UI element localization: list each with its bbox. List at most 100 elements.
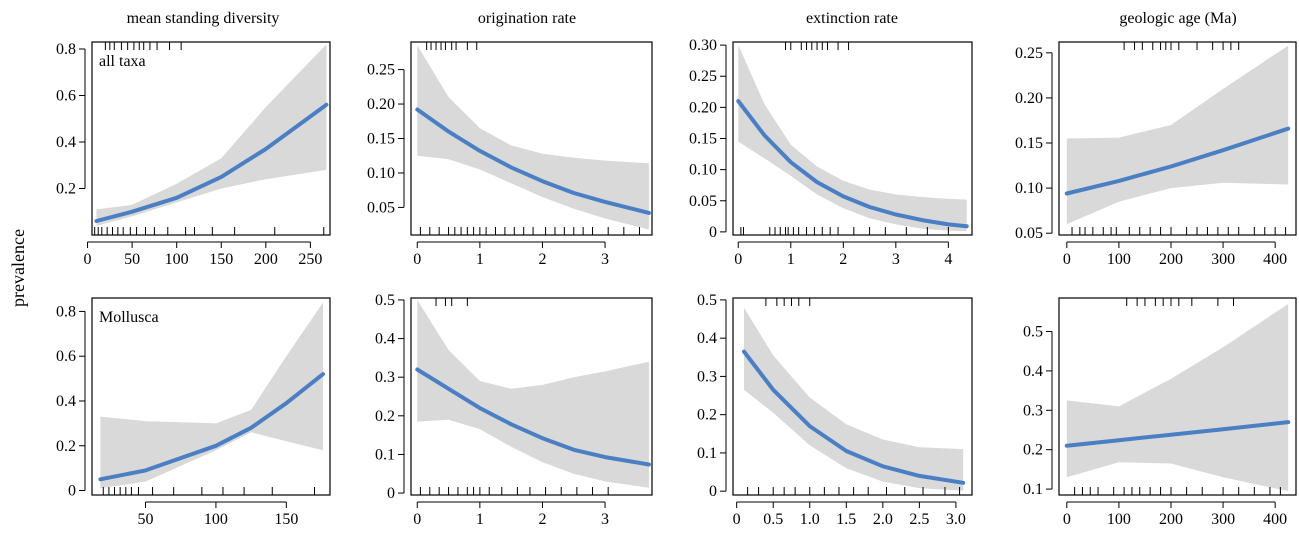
y-tick-label: 0.1 bbox=[697, 445, 717, 462]
x-tick-label: 1 bbox=[476, 251, 484, 268]
panel-5: 0 1 2 3 0 0.1 0.2 0.3 0.4 0.5 bbox=[375, 292, 653, 528]
y-tick-label: 0.4 bbox=[56, 134, 76, 151]
x-tick-label: 3.0 bbox=[946, 511, 966, 528]
y-tick-label: 0.10 bbox=[1015, 180, 1043, 197]
column-title-extinction: extinction rate bbox=[806, 10, 898, 27]
y-tick-label: 0.4 bbox=[375, 331, 395, 348]
y-tick-label: 0.25 bbox=[367, 62, 395, 79]
x-tick-label: 4 bbox=[944, 251, 952, 268]
fit-line bbox=[415, 107, 651, 215]
confidence-band bbox=[1066, 303, 1289, 492]
y-tick-label: 0.10 bbox=[367, 165, 395, 182]
x-tick-label: 200 bbox=[1159, 511, 1183, 528]
plot-frame bbox=[1058, 297, 1297, 496]
y-axis-label: prevalence bbox=[8, 229, 28, 307]
fit-line bbox=[736, 99, 969, 229]
x-tick-label: 1 bbox=[476, 511, 484, 528]
x-tick-label: 0 bbox=[413, 251, 421, 268]
panel-6: 0 0.5 1.0 1.5 2.0 2.5 3.0 0 0.1 0.2 0.3 0.4 0.5 bbox=[697, 292, 973, 528]
fit-line bbox=[94, 102, 329, 223]
x-tick-label: 0 bbox=[1063, 251, 1071, 268]
y-tick-label: 0.4 bbox=[1023, 363, 1043, 380]
y-tick-label: 0.05 bbox=[367, 199, 395, 216]
y-tick-label: 0.3 bbox=[375, 369, 395, 386]
x-tick-label: 150 bbox=[274, 511, 298, 528]
y-tick-label: 0.4 bbox=[697, 330, 717, 347]
column-title-geologic-age: geologic age (Ma) bbox=[1119, 10, 1236, 27]
fit-line bbox=[742, 349, 966, 485]
panel-1: 0 1 2 3 0.05 0.10 0.15 0.20 0.25 bbox=[367, 41, 653, 268]
plot-frame bbox=[410, 41, 653, 236]
confidence-band bbox=[744, 307, 964, 491]
confidence-band bbox=[96, 44, 327, 226]
x-tick-label: 300 bbox=[1211, 251, 1235, 268]
x-tick-label: 0 bbox=[84, 251, 92, 268]
y-tick-label: 0.6 bbox=[56, 348, 76, 365]
x-tick-label: 100 bbox=[1107, 511, 1131, 528]
plot-frame bbox=[91, 297, 331, 496]
y-tick-label: 0 bbox=[709, 224, 717, 241]
y-tick-label: 0.20 bbox=[689, 99, 717, 116]
y-tick-label: 0 bbox=[709, 483, 717, 500]
x-tick-label: 3 bbox=[892, 251, 900, 268]
x-tick-label: 150 bbox=[209, 251, 233, 268]
y-tick-label: 0.6 bbox=[56, 87, 76, 104]
y-tick-label: 0.2 bbox=[56, 438, 76, 455]
x-tick-label: 50 bbox=[138, 511, 154, 528]
x-tick-label: 250 bbox=[298, 251, 322, 268]
x-tick-label: 3 bbox=[601, 511, 609, 528]
x-tick-label: 400 bbox=[1263, 511, 1287, 528]
y-tick-label: 0.10 bbox=[689, 162, 717, 179]
fit-line bbox=[1064, 126, 1291, 196]
y-tick-label: 0 bbox=[387, 485, 395, 502]
y-tick-label: 0.05 bbox=[689, 193, 717, 210]
y-tick-label: 0.5 bbox=[1023, 323, 1043, 340]
y-tick-label: 0.1 bbox=[375, 446, 395, 463]
x-tick-label: 0 bbox=[1063, 511, 1071, 528]
y-tick-label: 0.30 bbox=[689, 37, 717, 54]
y-tick-label: 0.25 bbox=[1015, 45, 1043, 62]
plot-frame bbox=[732, 297, 973, 496]
row-label: all taxa bbox=[99, 53, 146, 70]
confidence-band bbox=[738, 45, 967, 232]
y-tick-label: 0.05 bbox=[1015, 225, 1043, 242]
y-tick-label: 0.3 bbox=[697, 368, 717, 385]
x-tick-label: 2 bbox=[538, 511, 546, 528]
fit-line bbox=[415, 367, 651, 467]
y-tick-label: 0.5 bbox=[697, 292, 717, 309]
x-tick-label: 1.0 bbox=[800, 511, 820, 528]
panel-7: 0 100 200 300 400 0.1 0.2 0.3 0.4 0.5 bbox=[1023, 297, 1297, 528]
y-tick-label: 0.25 bbox=[689, 68, 717, 85]
confidence-band bbox=[417, 45, 649, 230]
x-tick-label: 1.5 bbox=[836, 511, 856, 528]
column-title-origination: origination rate bbox=[478, 10, 576, 27]
x-tick-label: 400 bbox=[1263, 251, 1287, 268]
x-tick-label: 3 bbox=[601, 251, 609, 268]
x-tick-label: 100 bbox=[1107, 251, 1131, 268]
fit-line bbox=[1064, 420, 1291, 448]
panel-3: 0 100 200 300 400 0.05 0.10 0.15 0.20 0.25 bbox=[1015, 41, 1297, 268]
x-tick-label: 0 bbox=[733, 511, 741, 528]
fit-line bbox=[98, 372, 325, 482]
panel-2: 0 1 2 3 4 0 0.05 0.10 0.15 0.20 0.25 0.30 bbox=[689, 37, 973, 268]
y-tick-label: 0.15 bbox=[1015, 135, 1043, 152]
y-tick-label: 0.3 bbox=[1023, 402, 1043, 419]
x-tick-label: 1 bbox=[787, 251, 795, 268]
confidence-band bbox=[417, 299, 649, 488]
row-label: Mollusca bbox=[99, 309, 159, 326]
plot-frame bbox=[732, 41, 973, 236]
x-tick-label: 2.0 bbox=[873, 511, 893, 528]
confidence-band bbox=[1066, 45, 1289, 225]
panel-0: 0 50 100 150 200 250 0.2 0.4 0.6 0.8 all taxa bbox=[56, 41, 331, 268]
y-tick-label: 0.20 bbox=[1015, 90, 1043, 107]
x-tick-label: 200 bbox=[254, 251, 278, 268]
x-tick-label: 300 bbox=[1211, 511, 1235, 528]
y-tick-label: 0.15 bbox=[367, 131, 395, 148]
x-tick-label: 200 bbox=[1159, 251, 1183, 268]
y-tick-label: 0.4 bbox=[56, 393, 76, 410]
x-tick-label: 2 bbox=[839, 251, 847, 268]
plot-frame bbox=[1058, 41, 1297, 236]
y-tick-label: 0.1 bbox=[1023, 481, 1043, 498]
